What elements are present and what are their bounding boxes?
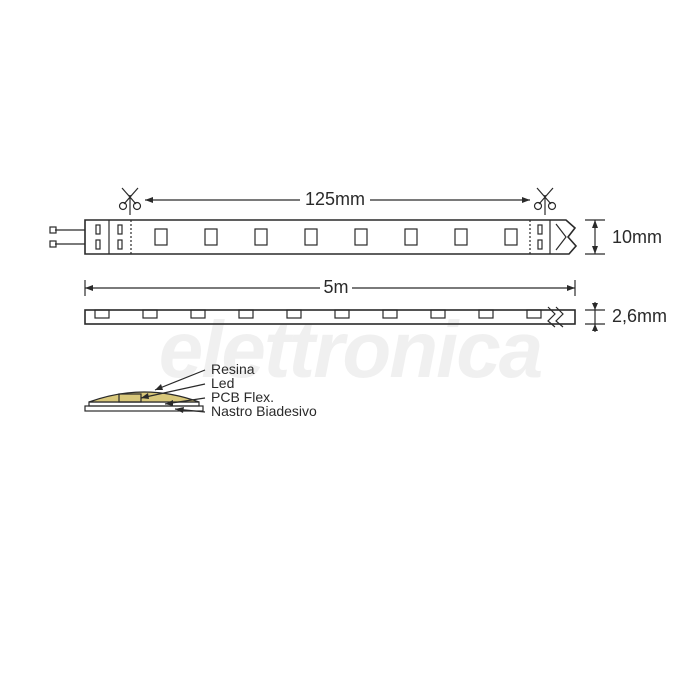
strip-thickness-label: 2,6mm — [612, 306, 667, 326]
led-chip — [255, 229, 267, 245]
diagram-stage: { "diagram": { "type": "technical-drawin… — [0, 0, 700, 700]
leader-resin — [155, 370, 205, 390]
led-chip — [405, 229, 417, 245]
cut-pad — [96, 220, 131, 254]
side-leds — [95, 310, 541, 318]
diagram-svg: 125mm — [0, 0, 700, 700]
total-length-label: 5m — [323, 277, 348, 297]
cross-section: Resina Led PCB Flex. Nastro Biadesivo — [85, 361, 317, 419]
led-chip — [155, 229, 167, 245]
leader-tape — [175, 407, 205, 413]
side-strip: 2,6mm — [85, 302, 667, 332]
led-chip — [305, 229, 317, 245]
dim-segment-length: 125mm — [130, 189, 545, 215]
led-chip — [205, 229, 217, 245]
led-chip — [355, 229, 367, 245]
top-strip: 125mm — [50, 188, 662, 254]
led-chip — [455, 229, 467, 245]
dim-strip-thickness: 2,6mm — [585, 302, 667, 332]
cut-pad — [530, 220, 566, 254]
strip-width-label: 10mm — [612, 227, 662, 247]
led-chip — [505, 229, 517, 245]
layer-tape-label: Nastro Biadesivo — [211, 403, 317, 419]
dim-strip-width: 10mm — [585, 220, 662, 254]
segment-length-label: 125mm — [305, 189, 365, 209]
dim-total-length: 5m — [85, 277, 575, 297]
